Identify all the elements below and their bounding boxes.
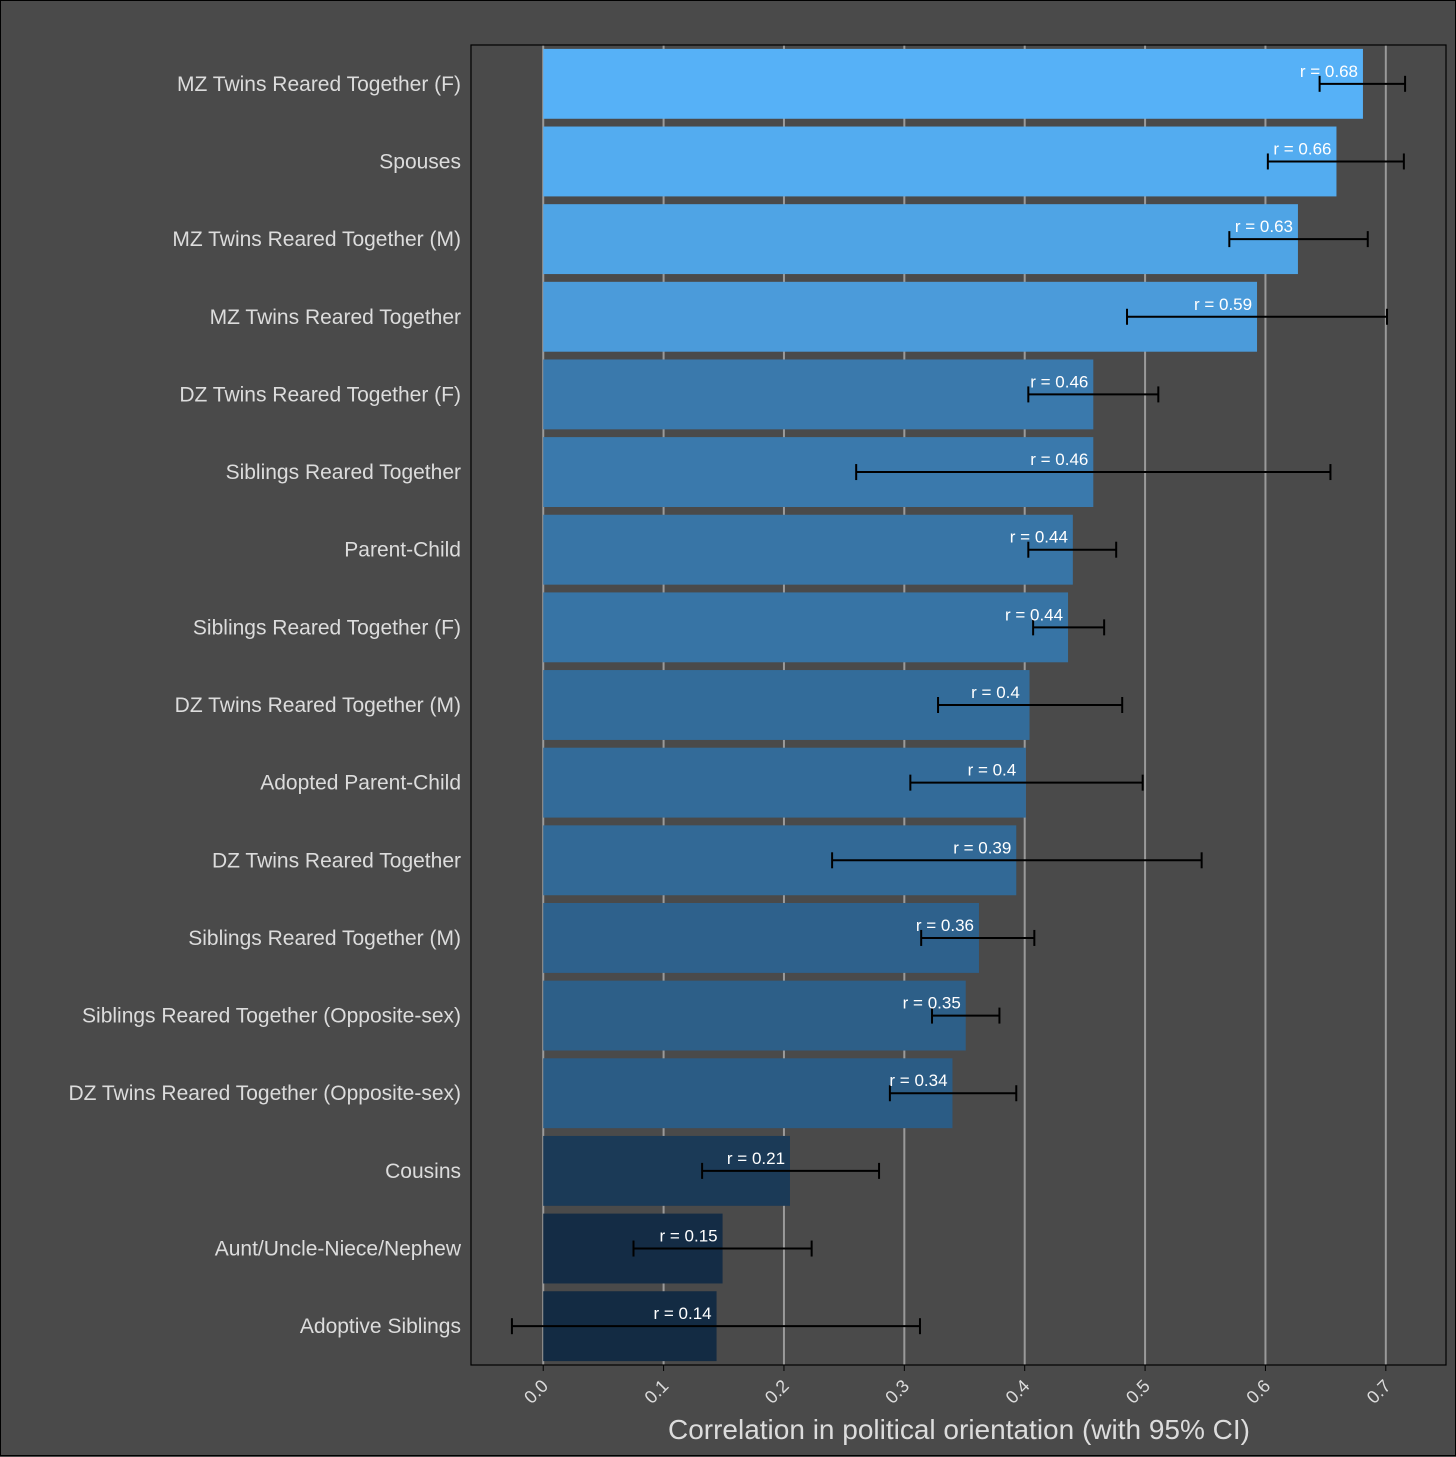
bar	[543, 1058, 953, 1129]
bars	[543, 48, 1363, 1362]
bar	[543, 592, 1069, 663]
bar	[543, 48, 1363, 119]
plot-panel-border	[470, 44, 1447, 1366]
error-bars	[510, 75, 1407, 1335]
category-label: Siblings Reared Together (F)	[193, 616, 461, 639]
category-label: Siblings Reared Together (M)	[188, 927, 461, 950]
data-label: r = 0.44	[1005, 605, 1063, 624]
category-label: Adopted Parent-Child	[260, 772, 461, 795]
x-tick-label: 0.0	[520, 1376, 552, 1408]
data-label: r = 0.15	[660, 1227, 718, 1246]
x-tick-label: 0.7	[1363, 1376, 1395, 1408]
category-label: Siblings Reared Together (Opposite-sex)	[82, 1005, 461, 1028]
data-label: r = 0.66	[1273, 139, 1331, 158]
x-tick-label: 0.6	[1242, 1376, 1274, 1408]
data-label: r = 0.4	[971, 683, 1020, 702]
category-label: Parent-Child	[344, 539, 461, 562]
data-label: r = 0.34	[889, 1071, 947, 1090]
data-label: r = 0.35	[903, 994, 961, 1013]
data-label: r = 0.14	[653, 1304, 711, 1323]
category-label: DZ Twins Reared Together (Opposite-sex)	[68, 1082, 461, 1105]
data-label: r = 0.39	[953, 838, 1011, 857]
bar	[543, 204, 1298, 275]
category-labels: MZ Twins Reared Together (F) Spouses MZ Tw…	[68, 73, 461, 1338]
category-label: MZ Twins Reared Together (F)	[177, 73, 461, 96]
category-label: Spouses	[379, 150, 461, 173]
x-axis-ticks: 0.0 0.1 0.2 0.3 0.4 0.5 0.6 0.7	[520, 1365, 1395, 1408]
category-label: Cousins	[385, 1160, 461, 1183]
bar	[543, 126, 1337, 197]
data-label: r = 0.68	[1300, 62, 1358, 81]
data-label: r = 0.44	[1010, 528, 1068, 547]
category-label: Adoptive Siblings	[300, 1315, 461, 1338]
x-tick-label: 0.4	[1002, 1376, 1034, 1408]
data-label: r = 0.36	[916, 916, 974, 935]
category-label: DZ Twins Reared Together (M)	[175, 694, 461, 717]
x-tick-label: 0.1	[641, 1376, 673, 1408]
data-label: r = 0.59	[1194, 295, 1252, 314]
bar	[543, 980, 966, 1051]
category-label: Aunt/Uncle-Niece/Nephew	[215, 1238, 462, 1261]
bar	[543, 359, 1094, 430]
data-label: r = 0.4	[968, 761, 1017, 780]
data-label: r = 0.21	[727, 1149, 785, 1168]
category-label: MZ Twins Reared Together (M)	[172, 228, 461, 251]
x-tick-label: 0.2	[761, 1376, 793, 1408]
data-label: r = 0.46	[1030, 450, 1088, 469]
category-label: DZ Twins Reared Together	[212, 849, 461, 872]
category-label: Siblings Reared Together	[226, 461, 461, 484]
data-label: r = 0.63	[1235, 217, 1293, 236]
x-axis-title: Correlation in political orientation (wi…	[668, 1414, 1250, 1445]
category-label: DZ Twins Reared Together (F)	[179, 383, 461, 406]
data-label: r = 0.46	[1030, 372, 1088, 391]
category-label: MZ Twins Reared Together	[210, 306, 461, 329]
x-tick-label: 0.3	[881, 1376, 913, 1408]
bar	[543, 903, 979, 973]
bar	[543, 514, 1073, 585]
data-labels: r = 0.68 r = 0.66 r = 0.63 r = 0.59 r = 0.46…	[653, 62, 1358, 1323]
x-tick-label: 0.5	[1122, 1376, 1154, 1408]
